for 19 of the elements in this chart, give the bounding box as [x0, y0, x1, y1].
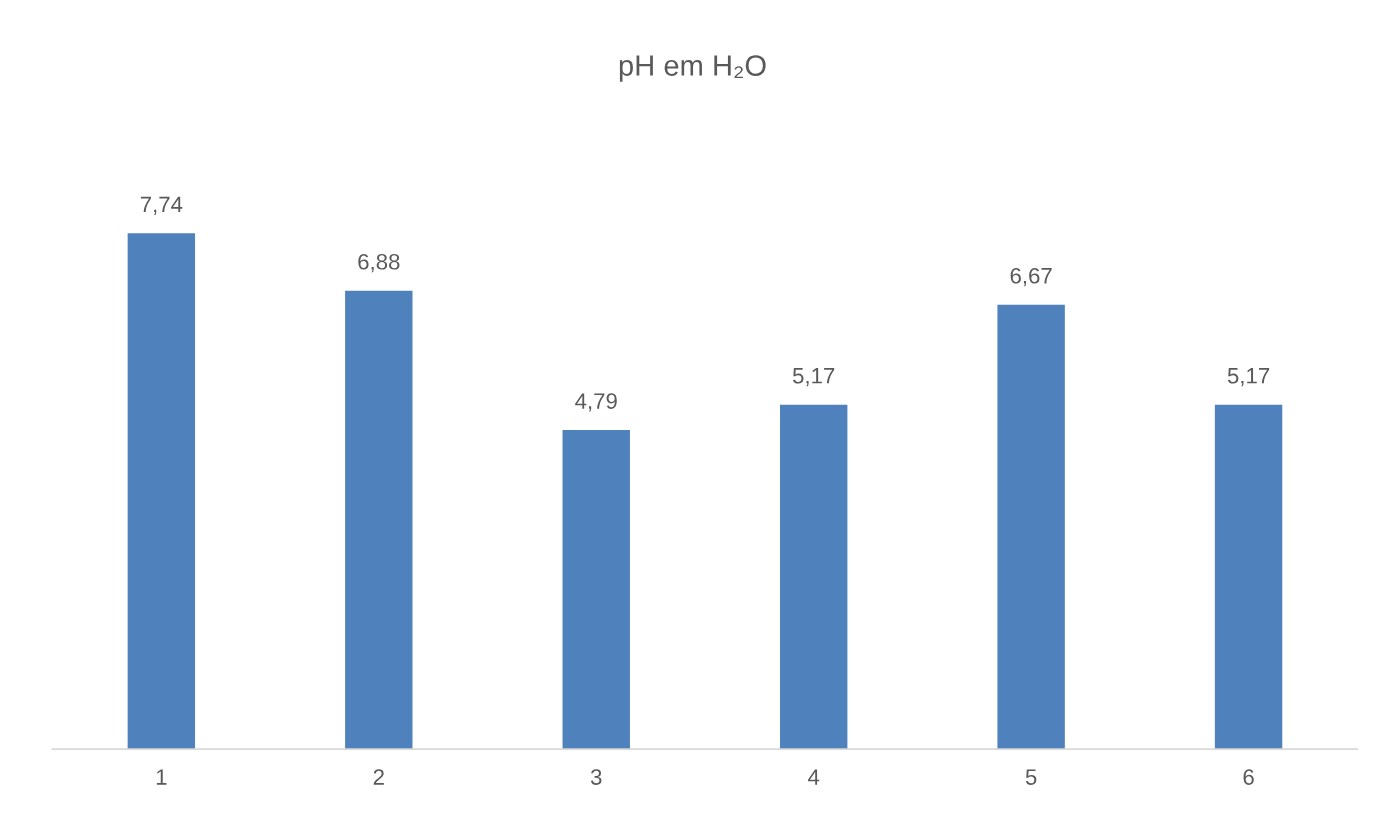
bar — [562, 429, 630, 750]
x-tick-label: 5 — [1025, 769, 1037, 785]
x-tick-label: 4 — [808, 769, 820, 785]
data-label: 5,17 — [1227, 368, 1270, 387]
bar — [779, 404, 848, 750]
data-label: 7,74 — [140, 196, 183, 215]
chart-title: pH em H₂O — [619, 55, 766, 82]
x-tick-label: 3 — [590, 769, 602, 785]
data-label: 4,79 — [575, 393, 617, 412]
x-tick-label: 6 — [1243, 769, 1254, 785]
x-tick-label: 2 — [373, 769, 384, 785]
data-label: 6,88 — [358, 253, 400, 273]
bar — [345, 290, 413, 750]
bar — [997, 304, 1065, 750]
bar — [1214, 404, 1283, 750]
data-label: 6,67 — [1010, 267, 1052, 287]
x-tick-label: 1 — [156, 769, 167, 785]
data-label: 5,17 — [792, 368, 835, 387]
bar — [127, 233, 196, 750]
